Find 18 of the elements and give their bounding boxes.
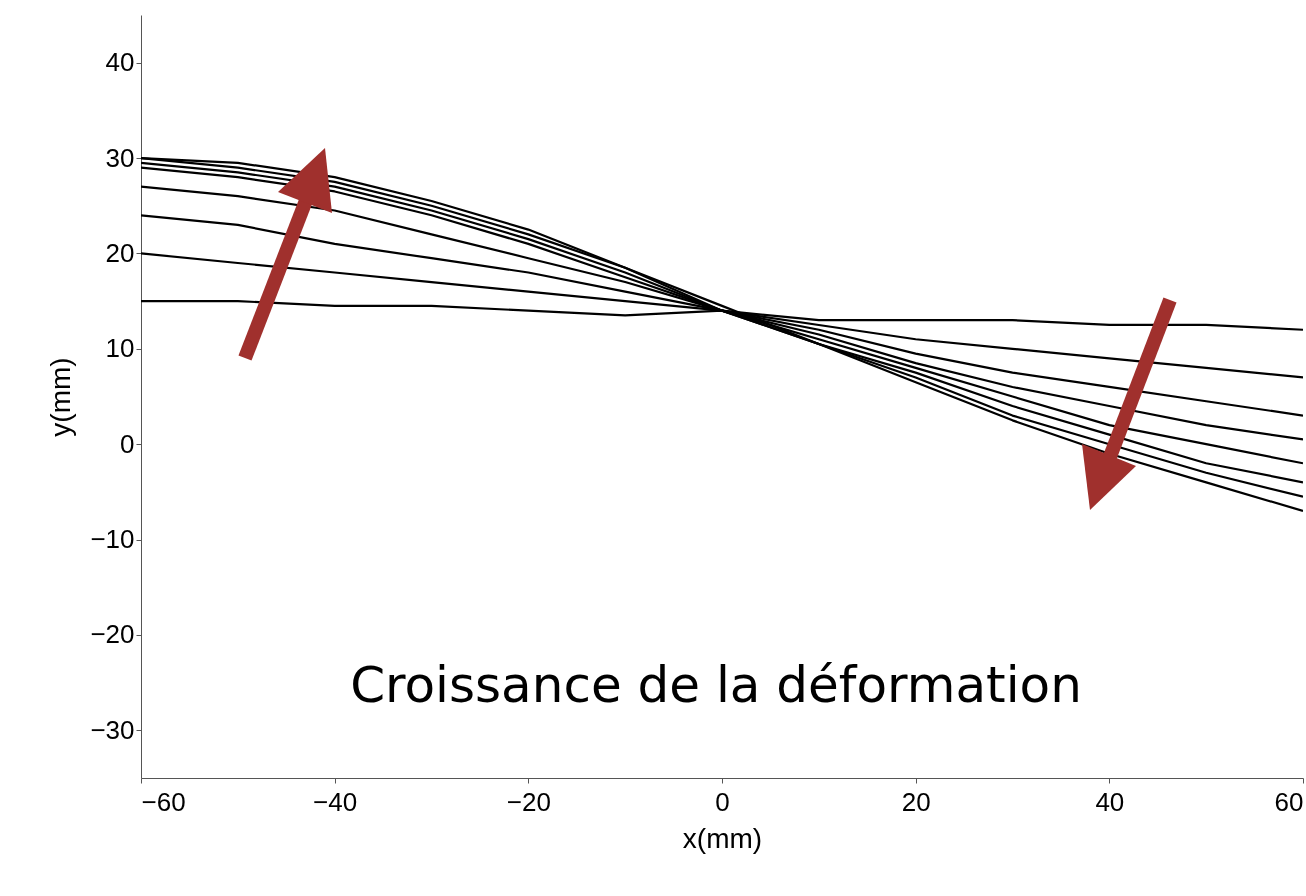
x-tick-label: 60 bbox=[1274, 786, 1304, 817]
x-tick-label: −40 bbox=[313, 786, 358, 817]
y-tick-label: 10 bbox=[105, 333, 135, 364]
x-tick-label: 0 bbox=[715, 786, 730, 817]
x-tick-label: 20 bbox=[901, 786, 931, 817]
y-tick-label: 40 bbox=[105, 47, 135, 78]
x-tick-label: −20 bbox=[506, 786, 551, 817]
y-tick-label: 20 bbox=[105, 237, 135, 268]
y-axis-title: y(mm) bbox=[45, 357, 77, 437]
y-tick-label: −30 bbox=[90, 714, 135, 745]
y-tick-label: 0 bbox=[120, 428, 135, 459]
y-tick-label: 30 bbox=[105, 142, 135, 173]
x-tick-label: −60 bbox=[141, 786, 186, 817]
y-tick-label: −20 bbox=[90, 619, 135, 650]
y-tick-label: −10 bbox=[90, 524, 135, 555]
annotation: Croissance de la déformation bbox=[350, 656, 1082, 714]
x-axis-title: x(mm) bbox=[682, 822, 763, 854]
x-tick-label: 40 bbox=[1095, 786, 1125, 817]
